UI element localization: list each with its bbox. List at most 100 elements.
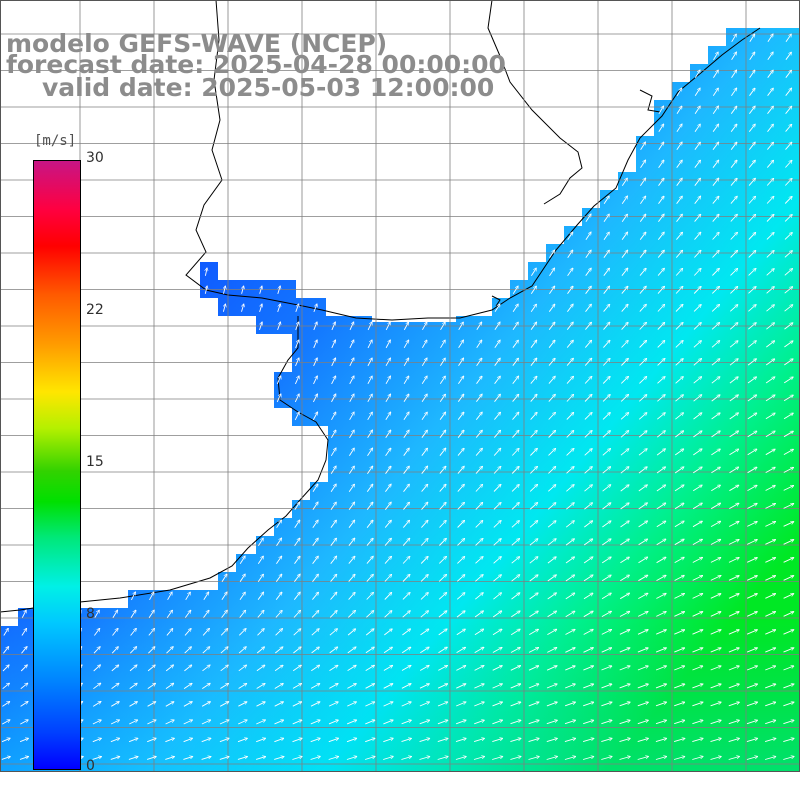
wind-arrow	[620, 503, 629, 510]
wind-arrow	[419, 684, 429, 689]
wind-arrow	[419, 738, 430, 743]
wind-arrow	[783, 504, 794, 509]
wind-arrow	[183, 683, 192, 689]
wind-arrow	[366, 556, 373, 564]
wind-arrow	[257, 556, 263, 565]
wind-arrow	[548, 358, 555, 366]
wind-arrow	[711, 377, 720, 384]
wind-arrow	[256, 720, 265, 725]
wind-arrow	[510, 629, 520, 636]
wind-arrow	[439, 376, 445, 385]
wind-arrow	[765, 594, 775, 599]
wind-arrow	[656, 575, 666, 581]
wind-arrow	[694, 88, 700, 97]
wind-arrow	[712, 251, 720, 258]
wind-arrow	[313, 376, 318, 385]
wind-arrow	[748, 160, 755, 168]
wind-arrow	[530, 304, 536, 312]
wind-arrow	[674, 666, 684, 671]
wind-arrow	[748, 215, 756, 222]
wind-arrow	[384, 502, 391, 510]
wind-arrow	[747, 612, 757, 617]
wind-arrow	[566, 395, 574, 402]
wind-arrow	[294, 412, 299, 421]
wind-arrow	[621, 196, 627, 205]
wind-arrow	[783, 576, 794, 581]
wind-arrow	[367, 394, 372, 403]
wind-arrow	[749, 106, 755, 114]
wind-arrow	[746, 630, 757, 635]
wind-arrow	[385, 430, 391, 439]
wind-arrow	[438, 557, 446, 564]
wind-arrow	[310, 684, 320, 689]
wind-arrow	[692, 666, 703, 671]
wind-arrow	[348, 556, 355, 564]
wind-arrow	[747, 413, 757, 420]
wind-arrow	[729, 449, 739, 456]
wind-arrow	[729, 485, 738, 492]
wind-arrow	[456, 647, 466, 653]
wind-arrow	[365, 684, 375, 689]
wind-arrow	[510, 648, 520, 653]
wind-arrow	[546, 702, 557, 707]
wind-arrow	[295, 340, 299, 349]
wind-arrow	[239, 574, 245, 583]
wind-arrow	[692, 738, 703, 743]
wind-arrow	[476, 376, 482, 384]
wind-arrow	[710, 738, 722, 743]
wind-arrow	[674, 630, 684, 635]
wind-arrow	[221, 592, 227, 601]
wind-arrow	[784, 359, 793, 366]
wind-arrow	[785, 88, 792, 96]
wind-arrow	[475, 539, 483, 546]
wind-arrow	[458, 376, 463, 384]
wind-arrow	[1, 720, 10, 725]
wind-arrow	[366, 574, 373, 582]
wind-arrow	[675, 305, 683, 312]
wind-arrow	[547, 539, 556, 546]
wind-arrow	[747, 359, 756, 366]
wind-arrow	[765, 359, 774, 366]
wind-arrow	[330, 502, 336, 510]
wind-arrow	[657, 413, 665, 420]
wind-arrow	[347, 629, 355, 636]
wind-arrow	[202, 665, 210, 672]
wind-arrow	[694, 124, 700, 133]
wind-arrow	[657, 250, 664, 258]
wind-arrow	[711, 449, 720, 456]
wind-arrow	[492, 720, 502, 725]
wind-arrow	[277, 322, 281, 331]
wind-arrow	[349, 394, 354, 403]
wind-arrow	[584, 358, 591, 366]
wind-arrow	[312, 502, 318, 511]
wind-arrow	[564, 720, 575, 725]
wind-arrow	[602, 503, 611, 510]
wind-arrow	[675, 395, 684, 402]
wind-arrow	[747, 576, 757, 581]
wind-arrow	[348, 592, 355, 600]
wind-arrow	[711, 431, 721, 438]
wind-arrow	[346, 738, 357, 743]
wind-arrow	[528, 648, 538, 653]
wind-arrow	[565, 630, 575, 635]
wind-arrow	[403, 322, 408, 331]
wind-arrow	[365, 665, 375, 671]
wind-arrow	[220, 629, 227, 636]
wind-arrow	[656, 449, 665, 456]
wind-arrow	[402, 593, 410, 600]
wind-arrow	[475, 557, 483, 564]
wind-arrow	[401, 666, 411, 671]
wind-arrow	[711, 413, 720, 420]
wind-arrow	[658, 124, 664, 133]
wind-arrow	[511, 485, 519, 492]
wind-arrow	[710, 540, 721, 545]
wind-arrow	[676, 160, 682, 168]
wind-arrow	[730, 305, 737, 312]
wind-arrow	[221, 574, 227, 583]
wind-arrow	[474, 611, 483, 618]
wind-arrow	[566, 376, 573, 384]
wind-arrow	[493, 557, 502, 564]
wind-arrow	[21, 610, 26, 618]
wind-arrow	[493, 430, 500, 438]
wind-arrow	[619, 666, 630, 671]
